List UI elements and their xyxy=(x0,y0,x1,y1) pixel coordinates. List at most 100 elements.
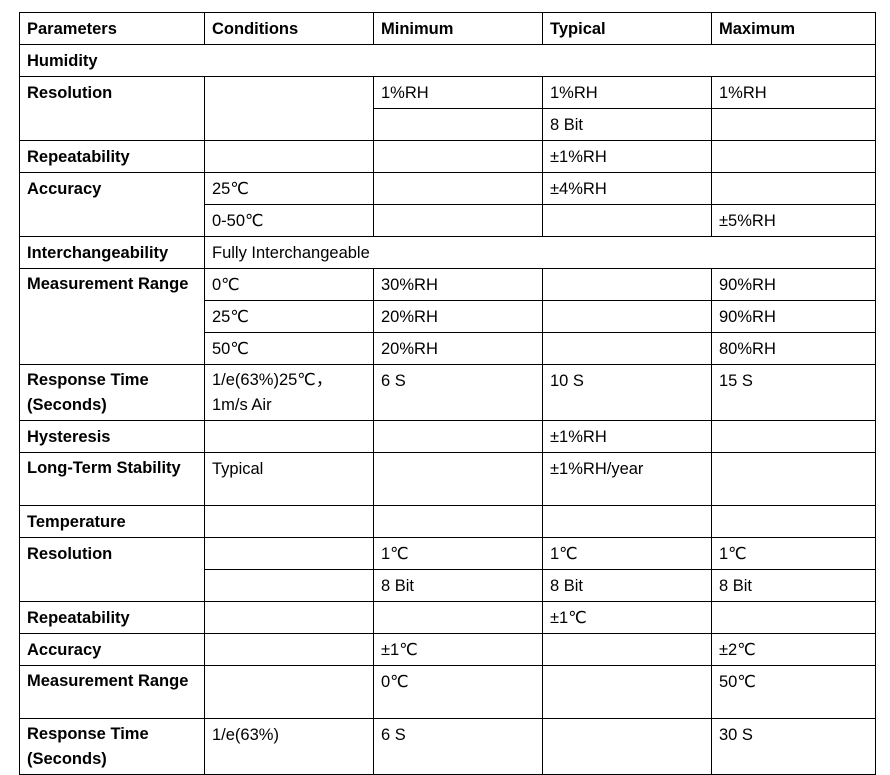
temperature-resolution-typ: 1℃ xyxy=(542,537,712,570)
section-temperature: Temperature xyxy=(19,505,205,538)
humidity-repeatability-label: Repeatability xyxy=(19,140,205,173)
table-row: Response Time (Seconds) 1/e(63%) 6 S 30 … xyxy=(19,718,876,775)
table-row: Long-Term Stability Typical ±1%RH/year xyxy=(19,452,876,506)
table-row: Interchangeability Fully Interchangeable xyxy=(19,236,876,269)
header-typical: Typical xyxy=(542,12,712,45)
humidity-response-label: Response Time (Seconds) xyxy=(19,364,205,421)
cell-empty xyxy=(542,332,712,365)
cell-empty xyxy=(711,140,876,173)
humidity-resolution-label: Resolution xyxy=(19,76,205,141)
table-row: 25℃ 20%RH 90%RH xyxy=(20,300,876,333)
table-row: Resolution 1℃ 1℃ 1℃ xyxy=(19,537,876,602)
humidity-hysteresis-label: Hysteresis xyxy=(19,420,205,453)
humidity-accuracy-cond1: 25℃ xyxy=(204,172,374,205)
temperature-repeatability-typ: ±1℃ xyxy=(542,601,712,634)
cell-empty xyxy=(711,172,876,205)
humidity-range-max-0: 90%RH xyxy=(711,268,876,301)
table-row: Accuracy ±1℃ ±2℃ xyxy=(19,633,876,666)
table-row: Resolution 1%RH 1%RH 1%RH xyxy=(19,76,876,141)
header-maximum: Maximum xyxy=(711,12,876,45)
table-row: Accuracy 25℃ ±4%RH xyxy=(19,172,876,237)
cell-empty xyxy=(373,140,543,173)
humidity-range-min-0: 30%RH xyxy=(373,268,543,301)
cell-empty xyxy=(373,420,543,453)
humidity-resolution-max: 1%RH xyxy=(711,76,876,109)
humidity-range-cond-1: 25℃ xyxy=(204,300,374,333)
cell-empty xyxy=(711,452,876,506)
humidity-resolution-typ: 1%RH xyxy=(542,76,712,109)
cell-empty xyxy=(204,505,374,538)
cell-empty xyxy=(542,633,712,666)
humidity-resolution-typ2: 8 Bit xyxy=(542,108,712,141)
humidity-interchangeability-label: Interchangeability xyxy=(19,236,205,269)
humidity-stability-cond: Typical xyxy=(204,452,374,506)
cell-empty xyxy=(711,505,876,538)
table-row: Repeatability ±1℃ xyxy=(19,601,876,634)
header-parameters: Parameters xyxy=(19,12,205,45)
temperature-response-min: 6 S xyxy=(373,718,543,775)
cell-empty xyxy=(373,204,543,237)
cell-empty xyxy=(542,718,712,775)
temperature-response-max: 30 S xyxy=(711,718,876,775)
table-row: Hysteresis ±1%RH xyxy=(19,420,876,453)
humidity-accuracy-cond2: 0-50℃ xyxy=(204,204,374,237)
table-row: 50℃ 20%RH 80%RH xyxy=(20,332,876,365)
table-row: Measurement Range 0℃ 30%RH 90%RH xyxy=(19,268,876,365)
cell-empty xyxy=(711,420,876,453)
temperature-resolution-typ2: 8 Bit xyxy=(542,569,712,602)
temperature-resolution-max: 1℃ xyxy=(711,537,876,570)
temperature-repeatability-label: Repeatability xyxy=(19,601,205,634)
humidity-accuracy-label: Accuracy xyxy=(19,172,205,237)
humidity-response-typ: 10 S xyxy=(542,364,712,421)
cell-empty xyxy=(204,537,374,570)
temperature-accuracy-label: Accuracy xyxy=(19,633,205,666)
cell-empty xyxy=(204,140,374,173)
table-row: Humidity xyxy=(19,44,876,77)
temperature-range-label: Measurement Range xyxy=(19,665,205,719)
cell-empty xyxy=(542,268,712,301)
humidity-repeatability-typ: ±1%RH xyxy=(542,140,712,173)
cell-empty xyxy=(711,108,876,141)
cell-empty xyxy=(373,172,543,205)
temperature-response-label: Response Time (Seconds) xyxy=(19,718,205,775)
header-conditions: Conditions xyxy=(204,12,374,45)
humidity-range-cond-0: 0℃ xyxy=(204,268,374,301)
cell-empty xyxy=(542,665,712,719)
table-row: Measurement Range 0℃ 50℃ xyxy=(19,665,876,719)
humidity-range-min-2: 20%RH xyxy=(373,332,543,365)
temperature-accuracy-max: ±2℃ xyxy=(711,633,876,666)
cell-empty xyxy=(204,601,374,634)
humidity-range-min-1: 20%RH xyxy=(373,300,543,333)
section-humidity: Humidity xyxy=(19,44,876,77)
humidity-accuracy-max2: ±5%RH xyxy=(711,204,876,237)
header-minimum: Minimum xyxy=(373,12,543,45)
cell-empty xyxy=(373,108,543,141)
cell-empty xyxy=(204,633,374,666)
humidity-hysteresis-typ: ±1%RH xyxy=(542,420,712,453)
table-row: Repeatability ±1%RH xyxy=(19,140,876,173)
cell-empty xyxy=(542,505,712,538)
cell-empty xyxy=(373,601,543,634)
cell-empty xyxy=(204,76,374,141)
temperature-resolution-label: Resolution xyxy=(19,537,205,602)
table-row: 0-50℃ ±5%RH xyxy=(20,204,876,237)
humidity-range-max-1: 90%RH xyxy=(711,300,876,333)
humidity-accuracy-typ1: ±4%RH xyxy=(542,172,712,205)
table-row: 8 Bit 8 Bit 8 Bit xyxy=(20,569,876,602)
table-row: Temperature xyxy=(19,505,876,538)
spec-table: Parameters Conditions Minimum Typical Ma… xyxy=(19,12,876,775)
table-row: Response Time (Seconds) 1/e(63%)25℃， 1m/… xyxy=(19,364,876,421)
temperature-resolution-min2: 8 Bit xyxy=(373,569,543,602)
humidity-range-max-2: 80%RH xyxy=(711,332,876,365)
cell-empty xyxy=(204,665,374,719)
humidity-interchangeability-value: Fully Interchangeable xyxy=(204,236,876,269)
humidity-response-max: 15 S xyxy=(711,364,876,421)
temperature-accuracy-min: ±1℃ xyxy=(373,633,543,666)
temperature-response-cond: 1/e(63%) xyxy=(204,718,374,775)
humidity-stability-label: Long-Term Stability xyxy=(19,452,205,506)
cell-empty xyxy=(204,420,374,453)
cell-empty xyxy=(373,452,543,506)
temperature-resolution-min: 1℃ xyxy=(373,537,543,570)
temperature-resolution-max2: 8 Bit xyxy=(711,569,876,602)
cell-empty xyxy=(542,204,712,237)
